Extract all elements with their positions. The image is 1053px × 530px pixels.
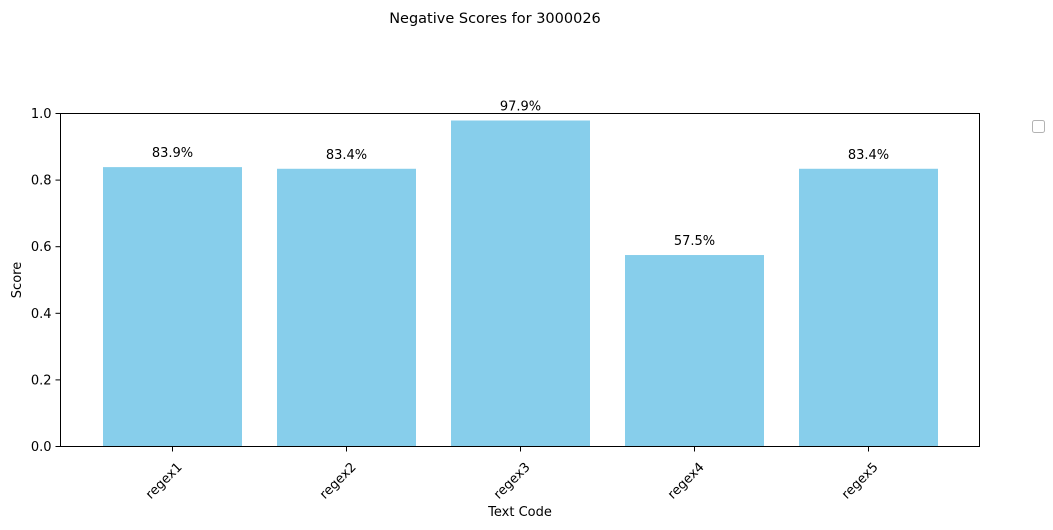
y-tick-label-5: 1.0 bbox=[31, 107, 52, 122]
bars-layer bbox=[103, 120, 938, 447]
y-axis: 0.0 0.2 0.4 0.6 0.8 1.0 bbox=[31, 107, 61, 455]
bar-regex5 bbox=[799, 168, 938, 447]
x-tick-label-regex1: regex1 bbox=[143, 460, 185, 502]
bar-regex3 bbox=[451, 120, 590, 447]
y-tick-label-0: 0.0 bbox=[31, 440, 52, 455]
x-axis-label: Text Code bbox=[487, 505, 552, 520]
bar-regex4 bbox=[625, 255, 764, 447]
x-tick-label-regex2: regex2 bbox=[317, 460, 359, 502]
x-tick-label-regex3: regex3 bbox=[491, 460, 533, 502]
legend-box[interactable] bbox=[1032, 120, 1045, 133]
data-labels-layer: 83.9% 83.4% 97.9% 57.5% 83.4% bbox=[152, 99, 889, 249]
data-label-regex4: 57.5% bbox=[674, 234, 715, 249]
y-axis-label: Score bbox=[10, 262, 25, 298]
x-axis: regex1 regex2 regex3 regex4 regex5 bbox=[143, 446, 882, 502]
x-tick-label-regex4: regex4 bbox=[665, 460, 707, 502]
y-tick-label-4: 0.8 bbox=[31, 174, 52, 189]
data-label-regex3: 97.9% bbox=[500, 99, 541, 114]
bar-regex2 bbox=[277, 168, 416, 447]
bar-regex1 bbox=[103, 167, 242, 447]
data-label-regex2: 83.4% bbox=[326, 148, 367, 163]
y-tick-label-3: 0.6 bbox=[31, 240, 52, 255]
data-label-regex5: 83.4% bbox=[848, 148, 889, 163]
y-tick-label-2: 0.4 bbox=[31, 307, 52, 322]
x-tick-label-regex5: regex5 bbox=[839, 460, 881, 502]
y-tick-label-1: 0.2 bbox=[31, 373, 52, 388]
chart-title: Negative Scores for 3000026 bbox=[389, 11, 601, 27]
data-label-regex1: 83.9% bbox=[152, 146, 193, 161]
